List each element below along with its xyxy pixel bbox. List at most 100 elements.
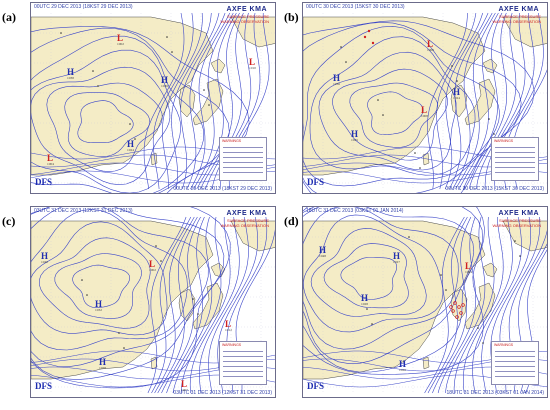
high-pressure-center: H 1026 (399, 359, 406, 372)
isobar (208, 216, 249, 394)
isobar (484, 12, 526, 190)
map-footer-a: 00UTC 29 DEC 2013 (18KST 29 DEC 2013) (173, 186, 272, 192)
high-pressure-center: H 1048 (319, 245, 326, 258)
isobar (31, 27, 230, 193)
pressure-symbol: L (421, 105, 428, 115)
station-dot (371, 323, 373, 325)
pressure-value: 1007 (181, 388, 188, 392)
pressure-value: 1040 (41, 260, 48, 264)
map-footer-d: 18UTC 31 DEC 2013 (03KST 01 JAN 2014) (446, 390, 544, 396)
isobar (424, 216, 465, 394)
pressure-value: 1008 (421, 114, 428, 118)
isobar (303, 207, 483, 373)
high-pressure-center: H 1028 (99, 357, 106, 370)
legend-row (495, 167, 535, 168)
pressure-symbol: H (319, 245, 327, 255)
map-canvas-a: 00UTC 29 DEC 2013 (18KST 29 DEC 2013) AX… (30, 2, 276, 194)
station-dot (81, 279, 83, 281)
pressure-symbol: H (351, 129, 359, 139)
isobar (199, 216, 240, 394)
warning-marker (457, 305, 461, 309)
landmass (482, 58, 498, 74)
isobar (445, 216, 486, 394)
weather-map-b: 00UTC 30 DEC 2013 (15KST 30 DEC 2013) AX… (302, 2, 548, 194)
landmass (502, 220, 547, 252)
pressure-value: 1027 (393, 260, 400, 264)
station-dot (171, 51, 173, 53)
station-dot (519, 255, 521, 257)
pressure-symbol: H (67, 67, 75, 77)
landmass (464, 78, 496, 126)
isobar (31, 26, 250, 193)
station-dot (203, 89, 205, 91)
panel-label-c: (c) (2, 214, 16, 228)
high-pressure-center: H 1038 (67, 67, 74, 80)
legend-box-a: WARNINGS (219, 137, 267, 181)
warning-marker (459, 311, 463, 315)
pressure-value: 1036 (333, 82, 340, 86)
isobar-chart-d (303, 207, 547, 397)
station-dot (197, 313, 199, 315)
station-dot (493, 133, 495, 135)
model-label-c: DFS (35, 381, 53, 391)
map-red-notes-b: SURFACE PRESSURE WARNING OBSERVATION (492, 14, 541, 24)
pressure-value: 1010 (249, 66, 256, 70)
isobar-chart-b (303, 3, 547, 193)
high-pressure-center: H 1024 (453, 87, 460, 100)
station-dot (155, 245, 157, 247)
landmass (230, 16, 275, 48)
panel-label-b: (b) (284, 10, 299, 24)
landmass (303, 220, 486, 380)
isobar (171, 12, 212, 190)
pressure-value: 1028 (361, 302, 368, 306)
isobar (340, 257, 397, 300)
legend-row (223, 157, 263, 158)
legend-row (223, 147, 263, 148)
low-pressure-center: L 1008 (421, 105, 428, 118)
pressure-symbol: H (99, 357, 107, 367)
station-dot (340, 46, 342, 48)
panel-label-d: (d) (284, 214, 299, 228)
landmass (210, 262, 226, 278)
isobar (77, 100, 134, 144)
pressure-symbol: H (41, 251, 49, 261)
station-dot (134, 138, 136, 140)
landmass (230, 220, 275, 252)
landmass (502, 16, 547, 48)
isobar (309, 36, 476, 176)
station-dot (514, 240, 516, 242)
isobar (476, 12, 517, 190)
isobar (310, 228, 427, 317)
isobar (463, 12, 503, 190)
map-canvas-c: 03UTC 31 DEC 2013 (12KST 31 DEC 2013) AX… (30, 206, 276, 398)
map-footer-c: 03UTC 31 DEC 2013 (12KST 31 DEC 2013) (173, 390, 272, 396)
pressure-value: 1025 (351, 138, 358, 142)
legend-box-d: WARNINGS (491, 341, 539, 385)
legend-row (495, 172, 535, 173)
legend-row (223, 371, 263, 372)
station-dot (382, 114, 384, 116)
map-canvas-b: 00UTC 30 DEC 2013 (15KST 30 DEC 2013) AX… (302, 2, 548, 194)
legend-row (495, 152, 535, 153)
low-pressure-center: L 1007 (181, 379, 188, 392)
model-label-d: DFS (307, 381, 325, 391)
station-dot (118, 332, 120, 334)
low-pressure-center: L 1004 (465, 261, 472, 274)
station-dot (345, 61, 347, 63)
isobar (180, 12, 220, 190)
isobar (31, 66, 171, 186)
pressure-value: 1032 (95, 308, 102, 312)
isobar (349, 82, 439, 148)
station-dot (419, 167, 421, 169)
station-dot (445, 289, 447, 291)
isobar (166, 216, 205, 394)
agency-label-c: AXFE KMA (226, 210, 267, 217)
pressure-symbol: H (333, 73, 341, 83)
low-pressure-center: L 1000 (427, 39, 434, 52)
isobar (46, 82, 163, 173)
map-header-c: 03UTC 31 DEC 2013 (12KST 31 DEC 2013) (34, 208, 133, 214)
high-pressure-center: H 1032 (95, 299, 102, 312)
low-pressure-center: L 1002 (149, 259, 156, 272)
pressure-value: 1024 (453, 96, 460, 100)
isobar (31, 35, 204, 193)
